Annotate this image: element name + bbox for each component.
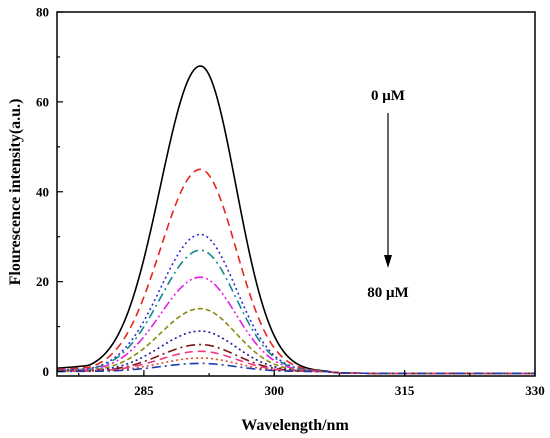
y-tick-label: 80 [36, 5, 49, 20]
series-line-11 [56, 362, 535, 375]
annotation-bottom: 80 μM [367, 285, 408, 301]
y-tick-label: 40 [36, 184, 49, 199]
annotation-top: 0 μM [371, 88, 405, 104]
axes [56, 11, 536, 377]
series-line-2 [56, 168, 535, 375]
y-tick-label: 60 [36, 94, 49, 109]
x-tick-label: 315 [395, 383, 415, 398]
annotation-arrow-head [384, 255, 392, 268]
series-line-10 [56, 357, 535, 375]
plot-frame [56, 11, 536, 377]
x-tick-label: 300 [265, 383, 285, 398]
series-line-3 [56, 233, 535, 375]
y-tick-label: 0 [43, 364, 50, 379]
series-line-1 [56, 65, 535, 375]
x-tick-label: 330 [525, 383, 545, 398]
series-line-6 [56, 307, 535, 375]
y-axis-title: Flourescence intensity(a.u.) [7, 99, 24, 286]
y-tick-label: 20 [36, 274, 49, 289]
series-lines [56, 65, 535, 375]
x-tick-label: 285 [134, 383, 154, 398]
x-axis-title: Wavelength/nm [241, 417, 349, 434]
tick-marks: 285 300 315 330 0 20 40 60 80 [36, 5, 545, 399]
